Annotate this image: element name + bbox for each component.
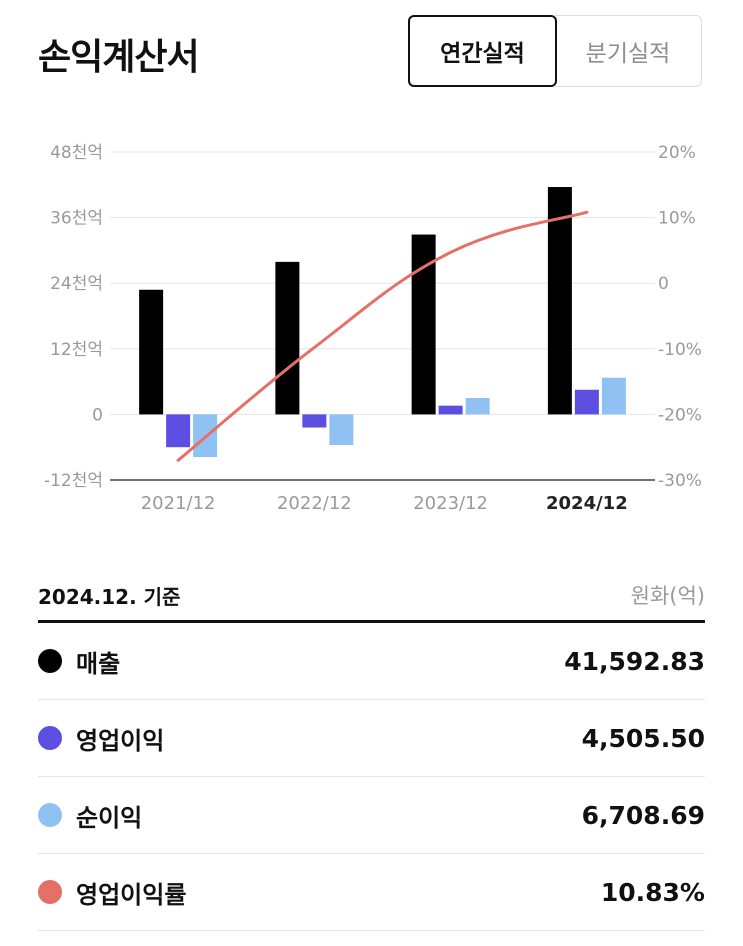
y-right-tick-label: -20%: [658, 405, 702, 425]
summary-list: 매출 41,592.83 영업이익 4,505.50 순이익 6,708.69 …: [38, 623, 705, 931]
legend-dot-operating-margin: [38, 880, 62, 904]
bar-순이익-2024/12: [601, 377, 626, 415]
x-tick-label: 2022/12: [277, 493, 352, 514]
legend-dot-operating-income: [38, 726, 62, 750]
y-left-tick-label: 12천억: [50, 340, 103, 360]
y-right-tick-label: 0: [658, 274, 669, 294]
y-left-tick-label: 36천억: [50, 209, 103, 229]
tab-quarterly[interactable]: 분기실적: [555, 15, 702, 87]
summary-row-operating-margin: 영업이익률 10.83%: [38, 854, 705, 931]
x-tick-label: 2024/12: [546, 493, 628, 514]
y-right-tick-label: -30%: [658, 471, 702, 491]
y-right-tick-label: 20%: [658, 143, 696, 163]
unit-label: 원화(억): [630, 584, 705, 608]
bar-순이익-2023/12: [465, 398, 490, 415]
summary-label: 순이익: [76, 803, 143, 832]
summary-value: 41,592.83: [564, 646, 705, 676]
period-tabs: 연간실적 분기실적: [408, 15, 702, 87]
y-left-tick-label: 24천억: [50, 274, 103, 294]
bar-매출-2024/12: [547, 187, 572, 415]
summary-value: 6,708.69: [581, 800, 705, 830]
y-right-tick-label: -10%: [658, 340, 702, 360]
summary-label: 영업이익: [76, 726, 165, 755]
x-tick-label: 2021/12: [141, 493, 216, 514]
y-left-tick-label: 0: [92, 405, 103, 425]
bar-순이익-2022/12: [329, 414, 354, 446]
summary-label: 영업이익률: [76, 880, 187, 909]
summary-divider: [38, 620, 705, 623]
summary-value: 10.83%: [600, 877, 705, 907]
bar-매출-2021/12: [139, 289, 164, 415]
summary-label: 매출: [76, 649, 121, 678]
y-right-tick-label: 10%: [658, 209, 696, 229]
y-left-tick-label: -12천억: [44, 471, 103, 491]
summary-row-operating-income: 영업이익 4,505.50: [38, 700, 705, 777]
legend-dot-net-income: [38, 803, 62, 827]
basis-date-label: 2024.12. 기준: [38, 584, 181, 609]
page-title: 손익계산서: [38, 37, 200, 78]
line-영업이익률: [176, 210, 589, 462]
bar-매출-2022/12: [275, 261, 300, 415]
summary-row-net-income: 순이익 6,708.69: [38, 777, 705, 854]
bar-영업이익-2021/12: [166, 414, 191, 448]
bar-영업이익-2023/12: [438, 405, 463, 415]
tab-annual[interactable]: 연간실적: [408, 15, 557, 87]
income-chart: 48천억 36천억 24천억 12천억 0 -12천억 20% 10% 0 -10% -20% -30…: [44, 143, 702, 514]
summary-row-revenue: 매출 41,592.83: [38, 623, 705, 700]
legend-dot-revenue: [38, 649, 62, 673]
bar-영업이익-2022/12: [302, 414, 327, 428]
x-tick-label: 2023/12: [413, 493, 488, 514]
y-left-tick-label: 48천억: [50, 143, 103, 163]
summary-value: 4,505.50: [581, 723, 705, 753]
summary-header: 2024.12. 기준 원화(억): [38, 570, 705, 620]
bar-매출-2023/12: [411, 234, 436, 415]
bar-영업이익-2024/12: [574, 389, 599, 415]
